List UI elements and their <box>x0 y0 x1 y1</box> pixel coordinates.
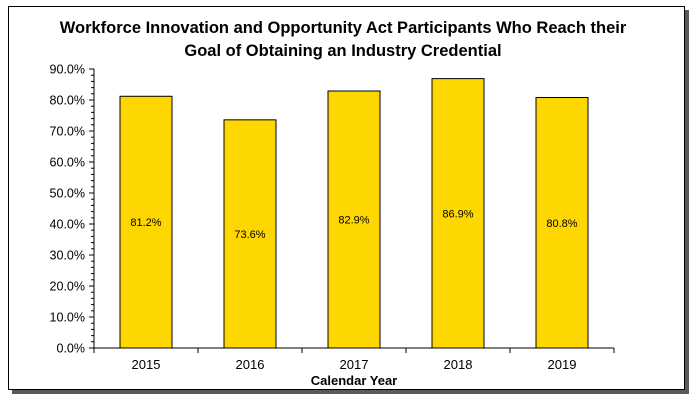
data-label-2019: 80.8% <box>546 218 577 230</box>
chart-title-line-2: Goal of Obtaining an Industry Credential <box>184 42 501 60</box>
chart-frame: Workforce Innovation and Opportunity Act… <box>8 6 685 390</box>
bar-2019 <box>535 97 589 349</box>
y-tick-label: 50.0% <box>50 187 85 201</box>
chart-title-line-1: Workforce Innovation and Opportunity Act… <box>60 19 627 37</box>
data-label-2018: 86.9% <box>442 208 473 220</box>
bar-chart: Workforce Innovation and Opportunity Act… <box>50 19 627 388</box>
x-tick-label: 2017 <box>340 357 369 372</box>
x-tick-label: 2015 <box>132 357 161 372</box>
y-tick-label: 80.0% <box>50 94 85 108</box>
y-tick-label: 30.0% <box>50 249 85 263</box>
y-axis: 0.0% 10.0% 20.0% 30.0% 40.0% 50.0% 60.0% 70.0% 8… <box>50 63 95 356</box>
y-tick-label: 60.0% <box>50 156 85 170</box>
bar-2016 <box>223 119 277 349</box>
x-axis: 2015 2016 2017 2018 2019 <box>93 347 615 372</box>
bar-2015 <box>119 95 173 349</box>
y-tick-label: 10.0% <box>50 311 85 325</box>
y-tick-label: 90.0% <box>50 63 85 77</box>
y-tick-label: 70.0% <box>50 125 85 139</box>
bar-2018 <box>431 78 485 349</box>
data-label-2017: 82.9% <box>338 215 369 227</box>
x-tick-label: 2018 <box>444 357 473 372</box>
y-tick-label: 40.0% <box>50 218 85 232</box>
data-label-2016: 73.6% <box>234 229 265 241</box>
data-label-2015: 81.2% <box>130 217 161 229</box>
x-tick-label: 2016 <box>236 357 265 372</box>
x-axis-label: Calendar Year <box>311 373 397 388</box>
x-tick-label: 2019 <box>548 357 577 372</box>
y-tick-label: 0.0% <box>57 342 86 356</box>
y-tick-label: 20.0% <box>50 280 85 294</box>
bars: 81.2% 73.6% 82.9% 86.9% 80.8% <box>119 78 589 349</box>
bar-2017 <box>327 90 381 349</box>
